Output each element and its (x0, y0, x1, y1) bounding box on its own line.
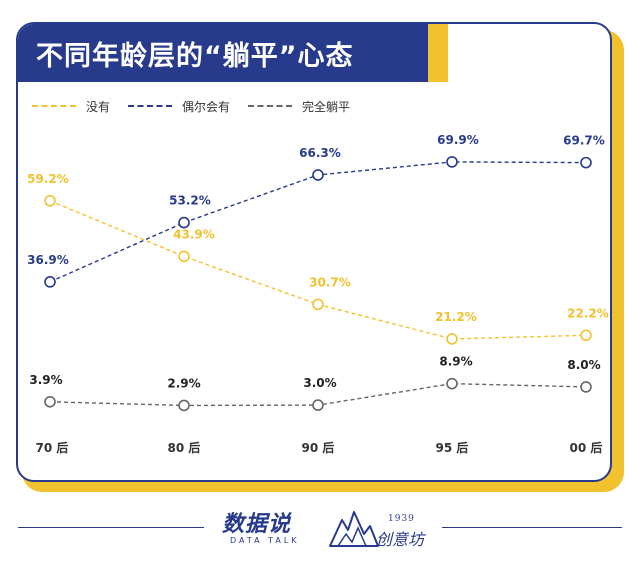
data-label-1-2: 66.3% (299, 146, 341, 160)
chart-title: 不同年龄层的“躺平”心态 (36, 41, 354, 72)
x-tick-label-0: 70 后 (36, 440, 69, 455)
title-accent-stripe (428, 24, 448, 82)
title-banner: 不同年龄层的“躺平”心态 (18, 24, 448, 82)
x-tick-label-3: 95 后 (436, 440, 469, 455)
data-label-2-1: 2.9% (167, 376, 200, 390)
footer-divider-right (442, 527, 622, 528)
data-label-0-1: 43.9% (173, 227, 215, 241)
data-point-2-2 (312, 399, 324, 411)
legend-swatch-occasional (128, 105, 173, 107)
data-label-2-3: 8.9% (439, 355, 472, 369)
data-point-1-1 (178, 216, 190, 229)
legend-label-full: 完全躺平 (302, 99, 351, 114)
data-point-0-1 (178, 250, 190, 263)
series-line-0 (49, 200, 587, 340)
legend-item-none: 没有 (32, 98, 110, 115)
x-tick-label-2: 90 后 (302, 440, 335, 455)
data-label-1-1: 53.2% (169, 194, 211, 208)
data-label-2-0: 3.9% (29, 373, 62, 387)
brand-logo: 1939 创意坊 (326, 506, 436, 552)
data-label-1-3: 69.9% (437, 133, 479, 147)
chart-card: 不同年龄层的“躺平”心态 没有 偶尔会有 完全躺平 (16, 22, 612, 482)
data-talk-logo-main: 数据说 (222, 512, 292, 537)
brand-name: 创意坊 (376, 530, 425, 549)
legend-label-occasional: 偶尔会有 (182, 99, 231, 114)
data-point-0-0 (44, 194, 56, 207)
data-label-1-0: 36.9% (27, 253, 69, 267)
legend-swatch-none (32, 105, 76, 107)
x-tick-label-1: 80 后 (168, 440, 201, 455)
data-point-1-4 (580, 156, 592, 169)
data-point-2-0 (44, 396, 56, 408)
data-label-0-2: 30.7% (309, 275, 351, 289)
data-point-0-4 (580, 329, 592, 342)
footer-divider-left (18, 527, 204, 528)
data-talk-logo-sub: DATA TALK (230, 536, 300, 545)
brand-logo-mountain-icon (329, 511, 379, 547)
data-label-2-4: 8.0% (567, 358, 600, 372)
legend-swatch-full (248, 105, 293, 107)
data-label-0-3: 21.2% (435, 310, 477, 324)
data-point-1-0 (44, 276, 56, 288)
data-label-0-0: 59.2% (27, 172, 69, 186)
legend: 没有 偶尔会有 完全躺平 (32, 94, 350, 118)
data-point-2-1 (178, 399, 190, 412)
data-label-2-2: 3.0% (303, 376, 336, 390)
data-point-0-2 (312, 298, 324, 311)
data-point-2-4 (580, 381, 592, 393)
data-label-1-4: 69.7% (563, 134, 605, 148)
data-talk-logo: 数据说 DATA TALK (222, 506, 318, 552)
data-point-2-3 (446, 377, 458, 390)
data-point-0-3 (446, 333, 458, 345)
data-label-0-4: 22.2% (567, 306, 609, 320)
legend-item-full: 完全躺平 (248, 98, 350, 115)
legend-label-none: 没有 (86, 99, 111, 114)
data-point-1-2 (312, 169, 324, 181)
legend-item-occasional: 偶尔会有 (128, 98, 230, 115)
x-tick-label-4: 00 后 (570, 440, 603, 455)
brand-year: 1939 (388, 514, 415, 524)
data-point-1-3 (446, 156, 458, 168)
